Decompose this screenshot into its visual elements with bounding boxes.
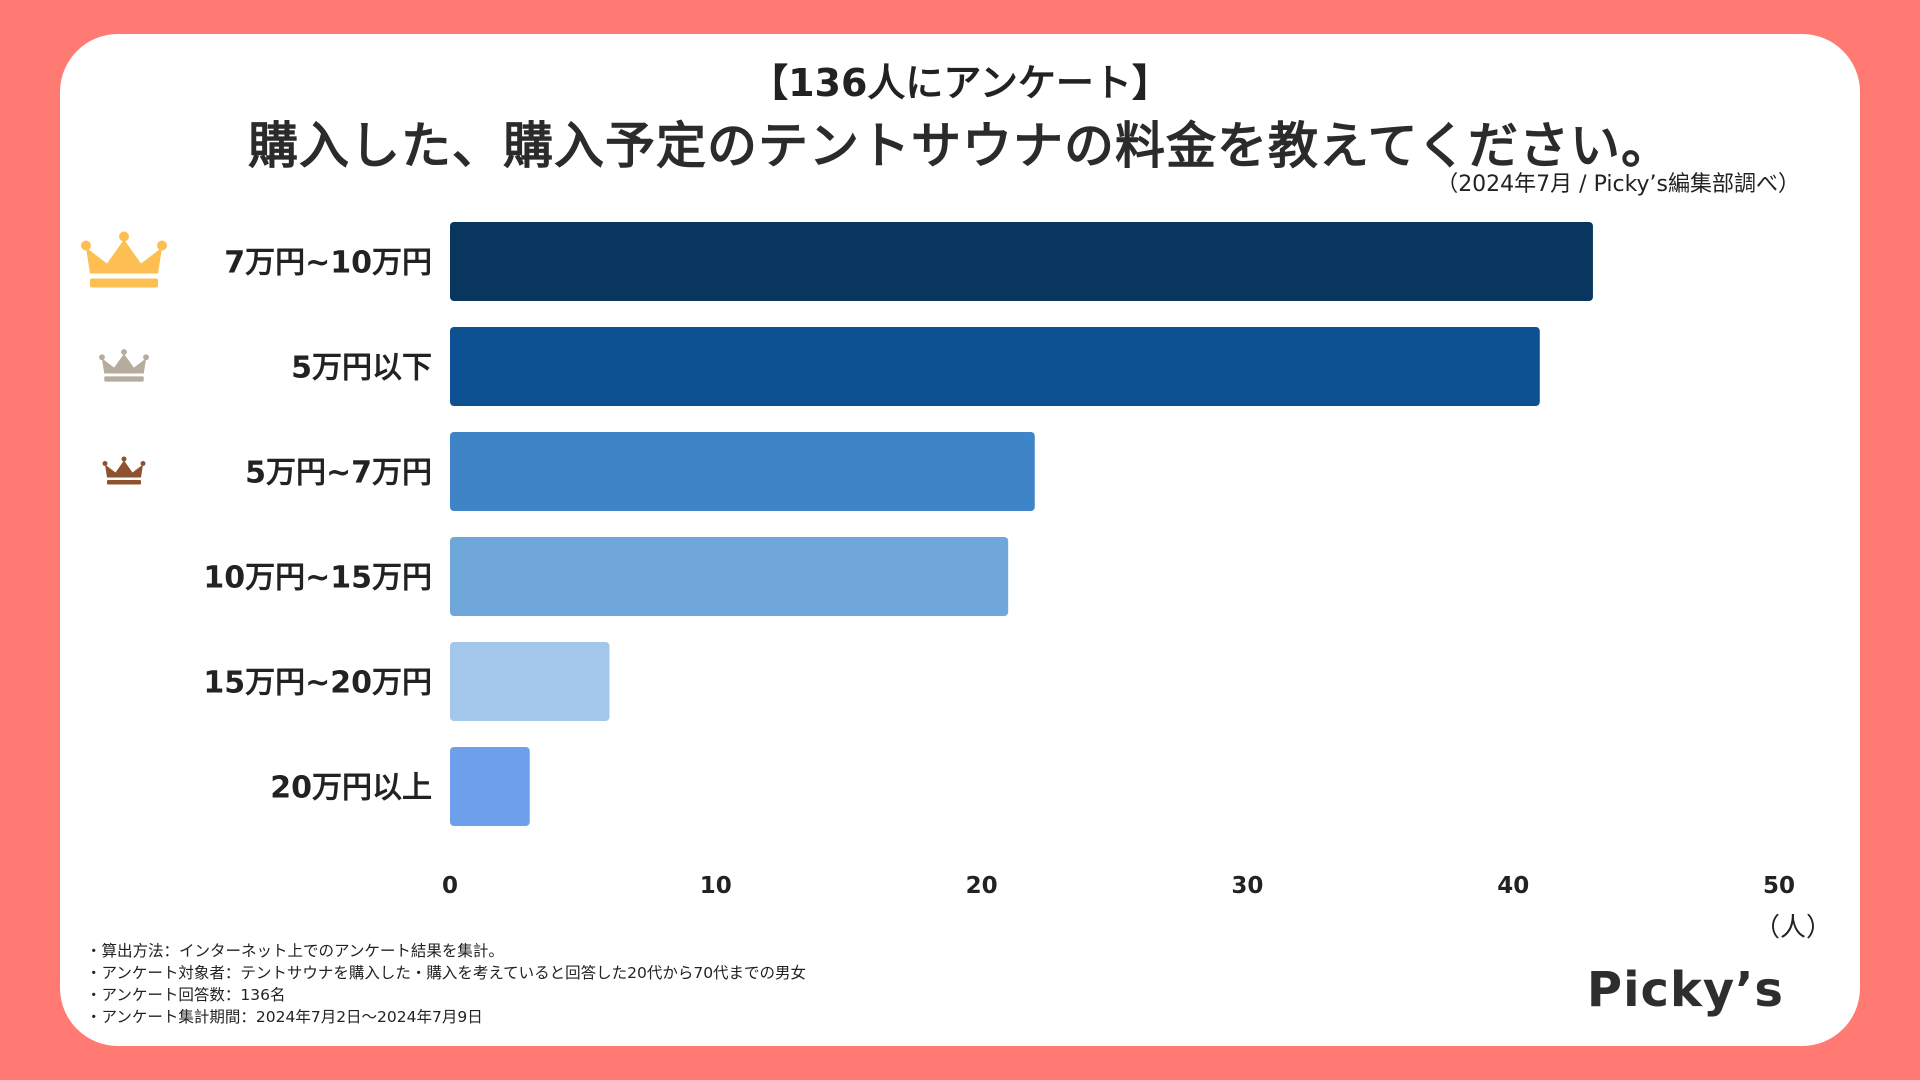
survey-kicker: 【136人にアンケート】 <box>750 61 1170 105</box>
crown-silver-icon <box>99 349 149 382</box>
category-label-2: 5万円~7万円 <box>245 456 432 491</box>
crown-bronze-icon-body <box>105 460 143 478</box>
x-axis-ticks: 0 10 20 30 40 50 <box>442 873 1795 899</box>
brand-logo: Picky’s <box>1586 962 1784 1018</box>
chart-title: 購入した、購入予定のテントサウナの料金を教えてください。 <box>248 117 1672 175</box>
x-tick-label-3: 30 <box>1231 873 1263 899</box>
crown-gold-icon <box>81 231 167 288</box>
crown-silver-icon-jewel-0 <box>99 354 105 361</box>
rank-icons <box>81 231 167 485</box>
crown-gold-icon-body <box>86 239 162 274</box>
note-period: ・アンケート集計期間：2024年7月2日〜2024年7月9日 <box>86 1008 483 1026</box>
crown-gold-icon-base <box>90 278 158 288</box>
crown-silver-icon-body <box>101 353 147 374</box>
category-label-0: 7万円~10万円 <box>224 246 432 281</box>
chart-card: 【136人にアンケート】 購入した、購入予定のテントサウナの料金を教えてください… <box>60 34 1860 1046</box>
bar-5 <box>450 747 530 826</box>
note-count: ・アンケート回答数：136名 <box>86 986 286 1004</box>
bars <box>450 222 1593 826</box>
x-tick-label-4: 40 <box>1497 873 1529 899</box>
source-note: （2024年7月 / Picky’s編集部調べ） <box>1436 172 1800 197</box>
crown-silver-icon-base <box>104 376 144 382</box>
bar-3 <box>450 537 1009 616</box>
crown-silver-icon-jewel-2 <box>143 354 149 361</box>
bar-1 <box>450 327 1540 406</box>
bar-4 <box>450 642 610 721</box>
crown-silver-icon-jewel-1 <box>121 349 127 355</box>
note-method: ・算出方法：インターネット上でのアンケート結果を集計。 <box>86 942 504 960</box>
crown-bronze-icon-jewel-0 <box>102 461 108 466</box>
crown-bronze-icon-jewel-1 <box>121 456 127 462</box>
category-label-5: 20万円以上 <box>270 771 432 806</box>
crown-gold-icon-jewel-1 <box>119 231 129 242</box>
x-tick-label-1: 10 <box>700 873 732 899</box>
crown-bronze-icon-jewel-2 <box>140 461 146 466</box>
bar-2 <box>450 432 1035 511</box>
category-label-1: 5万円以下 <box>291 351 432 386</box>
crown-gold-icon-jewel-2 <box>157 240 167 251</box>
category-label-3: 10万円~15万円 <box>203 561 432 596</box>
survey-notes: ・算出方法：インターネット上でのアンケート結果を集計。 ・アンケート対象者：テン… <box>86 940 806 1028</box>
x-tick-label-0: 0 <box>442 873 458 899</box>
x-tick-label-5: 50 <box>1763 873 1795 899</box>
x-axis-unit: （人） <box>1754 913 1832 943</box>
note-target: ・アンケート対象者：テントサウナを購入した・購入を考えていると回答した20代から… <box>86 964 807 982</box>
category-label-4: 15万円~20万円 <box>203 666 432 701</box>
category-labels: 7万円~10万円 5万円以下 5万円~7万円 10万円~15万円 15万円~20万円 20… <box>203 246 432 806</box>
crown-bronze-icon <box>102 456 146 485</box>
bar-0 <box>450 222 1593 301</box>
crown-bronze-icon-base <box>107 480 141 485</box>
crown-gold-icon-jewel-0 <box>81 240 91 251</box>
x-tick-label-2: 20 <box>966 873 998 899</box>
bar-chart: 7万円~10万円 5万円以下 5万円~7万円 10万円~15万円 15万円~20万円 20… <box>81 222 1832 943</box>
